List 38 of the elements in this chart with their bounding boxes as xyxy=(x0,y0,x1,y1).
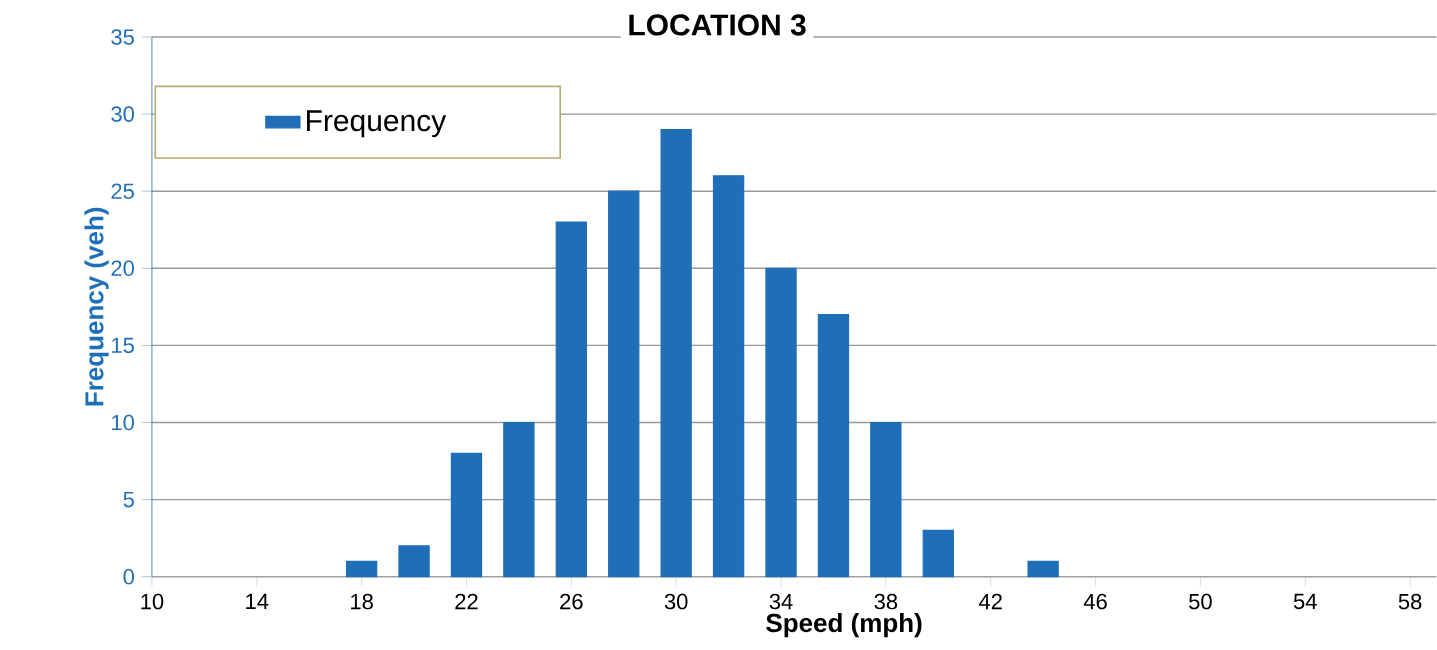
bar xyxy=(922,530,954,578)
bar xyxy=(450,452,483,578)
legend-label: Frequency xyxy=(307,110,447,138)
y-tick-label: 15 xyxy=(112,337,134,354)
x-tick-label: 10 xyxy=(141,593,164,610)
y-tick-label: 0 xyxy=(123,569,134,585)
bar xyxy=(398,545,430,578)
y-tick-label: 10 xyxy=(112,414,134,431)
y-tick-label: 35 xyxy=(111,29,134,45)
x-tick-label: 54 xyxy=(1293,593,1317,610)
bar xyxy=(555,221,587,578)
chart-title: LOCATION 3 xyxy=(629,14,806,36)
x-tick-label: 34 xyxy=(769,593,793,610)
bar xyxy=(345,560,378,578)
x-tick-label: 46 xyxy=(1083,593,1107,610)
x-tick-label: 42 xyxy=(978,593,1002,610)
bar xyxy=(503,422,535,578)
bar xyxy=(660,129,692,578)
x-tick-label: 18 xyxy=(351,593,373,610)
y-tick-label: 30 xyxy=(111,106,134,123)
bar xyxy=(1027,560,1059,578)
x-tick-label: 38 xyxy=(874,593,898,610)
y-axis-title: Frequency (veh) xyxy=(84,207,109,406)
y-tick-label: 5 xyxy=(123,492,134,508)
y-tick-label: 25 xyxy=(111,183,134,200)
bar xyxy=(712,175,745,578)
x-tick-label: 58 xyxy=(1398,593,1422,610)
x-tick-label: 26 xyxy=(560,593,583,610)
bar xyxy=(870,422,902,578)
x-axis-title: Speed (mph) xyxy=(766,613,922,638)
x-tick-label: 14 xyxy=(246,593,269,610)
x-tick-label: 30 xyxy=(664,593,688,610)
bar xyxy=(765,267,797,578)
bar xyxy=(817,314,850,578)
x-tick-label: 22 xyxy=(455,593,478,610)
y-tick-label: 20 xyxy=(111,260,134,277)
bar xyxy=(608,190,640,578)
x-tick-label: 50 xyxy=(1189,593,1212,610)
